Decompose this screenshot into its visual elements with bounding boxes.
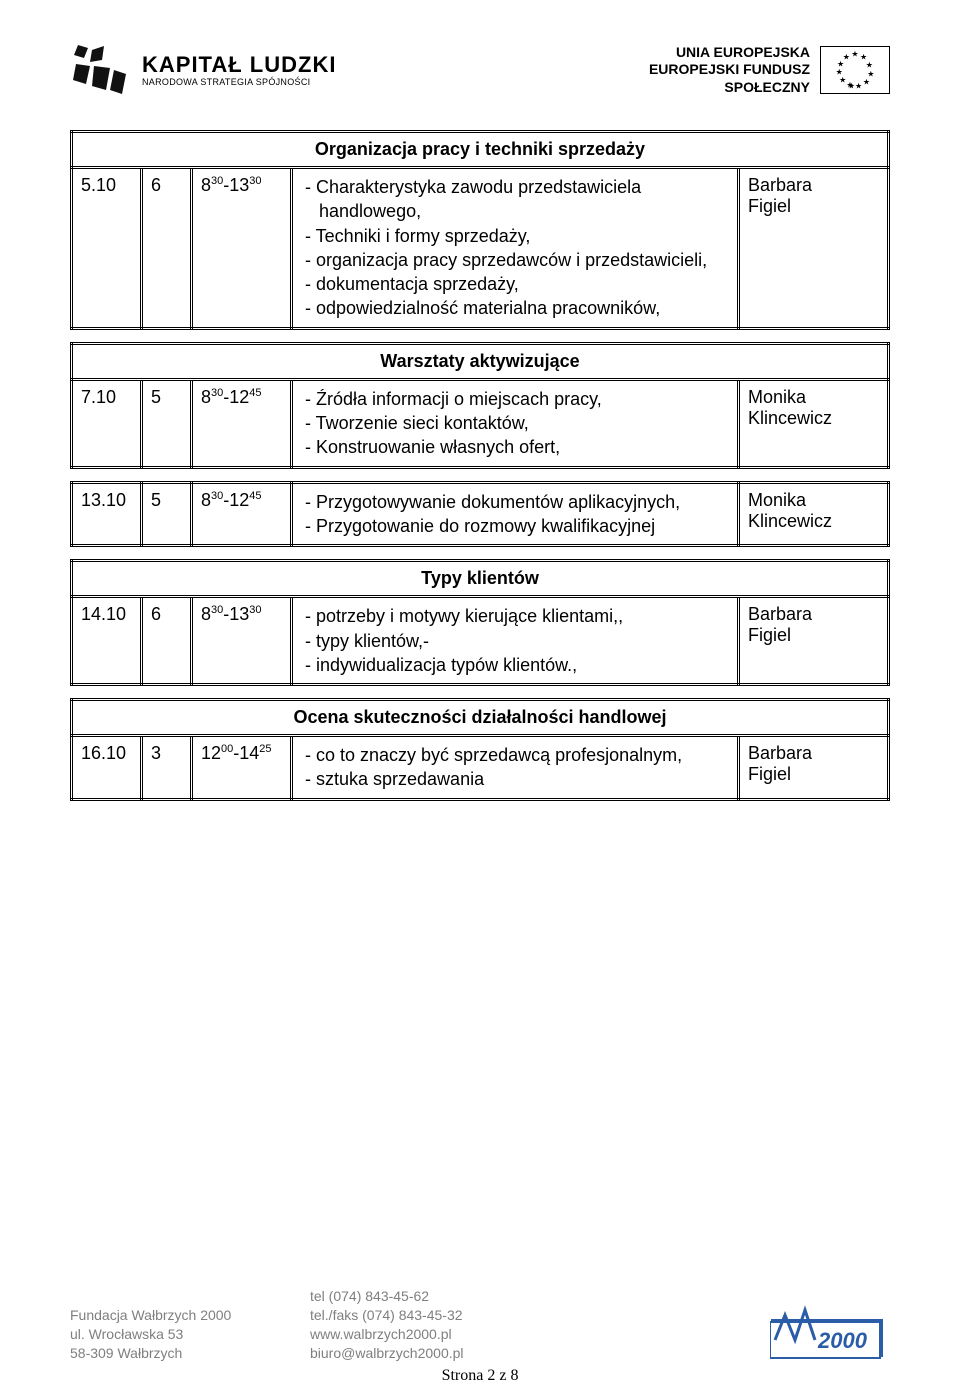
- footer-email: biuro@walbrzych2000.pl: [310, 1344, 570, 1363]
- kapital-ludzki-text: KAPITAŁ LUDZKI NARODOWA STRATEGIA SPÓJNO…: [142, 54, 336, 87]
- cell-time: 830-1330: [192, 168, 292, 329]
- cell-date: 5.10: [72, 168, 142, 329]
- footer-address: Fundacja Wałbrzych 2000 ul. Wrocławska 5…: [70, 1306, 310, 1363]
- cell-topics: Charakterystyka zawodu przedstawiciela h…: [292, 168, 739, 329]
- document-header: KAPITAŁ LUDZKI NARODOWA STRATEGIA SPÓJNO…: [70, 40, 890, 100]
- table-row: 13.105830-1245 Przygotowywanie dokumentów…: [72, 482, 889, 546]
- cell-time: 830-1245: [192, 379, 292, 467]
- cell-topics: Przygotowywanie dokumentów aplikacyjnych…: [292, 482, 739, 546]
- footer-addr1: ul. Wrocławska 53: [70, 1325, 310, 1344]
- cell-date: 7.10: [72, 379, 142, 467]
- topic-item: potrzeby i motywy kierujące klientami,,: [305, 604, 729, 628]
- footer-addr2: 58-309 Wałbrzych: [70, 1344, 310, 1363]
- cell-topics: Źródła informacji o miejscach pracy,Twor…: [292, 379, 739, 467]
- schedule-table: Typy klientów14.106830-1330potrzeby i mo…: [70, 559, 890, 686]
- eu-line1: UNIA EUROPEJSKA: [649, 44, 810, 62]
- table-row: 16.1031200-1425 co to znaczy być sprzedaw…: [72, 736, 889, 800]
- eu-flag-icon: ★ ★ ★ ★ ★ ★ ★ ★ ★ ★ ★ ★: [820, 46, 890, 94]
- topic-item: indywidualizacja typów klientów.,: [305, 653, 729, 677]
- cell-hours: 3: [142, 736, 192, 800]
- cell-time: 1200-1425: [192, 736, 292, 800]
- header-right-eu: UNIA EUROPEJSKA EUROPEJSKI FUNDUSZ SPOŁE…: [649, 44, 890, 97]
- topic-item: co to znaczy być sprzedawcą profesjonaln…: [305, 743, 729, 767]
- schedule-table: Ocena skuteczności działalności handlowe…: [70, 698, 890, 801]
- footer-fax: tel./faks (074) 843-45-32: [310, 1306, 570, 1325]
- topic-item: dokumentacja sprzedaży,: [305, 272, 729, 296]
- cell-time: 830-1245: [192, 482, 292, 546]
- cell-hours: 5: [142, 379, 192, 467]
- cell-topics: potrzeby i motywy kierujące klientami,,t…: [292, 597, 739, 685]
- cell-person: MonikaKlincewicz: [739, 482, 889, 546]
- table-row: 7.105830-1245Źródła informacji o miejsca…: [72, 379, 889, 467]
- document-footer: Fundacja Wałbrzych 2000 ul. Wrocławska 5…: [70, 1287, 890, 1363]
- section-header: Ocena skuteczności działalności handlowe…: [72, 700, 889, 736]
- topic-item: odpowiedzialność materialna pracowników,: [305, 296, 729, 320]
- topic-item: Techniki i formy sprzedaży,: [305, 224, 729, 248]
- footer-contact: tel (074) 843-45-62 tel./faks (074) 843-…: [310, 1287, 570, 1363]
- footer-tel: tel (074) 843-45-62: [310, 1287, 570, 1306]
- cell-hours: 5: [142, 482, 192, 546]
- cell-person: BarbaraFigiel: [739, 597, 889, 685]
- header-left-logo: KAPITAŁ LUDZKI NARODOWA STRATEGIA SPÓJNO…: [70, 40, 336, 100]
- eu-text-block: UNIA EUROPEJSKA EUROPEJSKI FUNDUSZ SPOŁE…: [649, 44, 810, 97]
- table-row: 5.106830-1330 Charakterystyka zawodu prze…: [72, 168, 889, 329]
- kapital-ludzki-logo-icon: [70, 40, 130, 100]
- cell-date: 16.10: [72, 736, 142, 800]
- section-header: Warsztaty aktywizujące: [72, 343, 889, 379]
- topic-item: organizacja pracy sprzedawców i przedsta…: [305, 248, 729, 272]
- footer-web: www.walbrzych2000.pl: [310, 1325, 570, 1344]
- topic-item: Przygotowywanie dokumentów aplikacyjnych…: [305, 490, 729, 514]
- kl-title: KAPITAŁ LUDZKI: [142, 54, 336, 76]
- schedule-table: Warsztaty aktywizujące7.105830-1245Źródł…: [70, 342, 890, 469]
- topic-item: Tworzenie sieci kontaktów,: [305, 411, 729, 435]
- cell-person: BarbaraFigiel: [739, 168, 889, 329]
- footer-logo: 2000: [770, 1300, 890, 1363]
- eu-line2: EUROPEJSKI FUNDUSZ: [649, 61, 810, 79]
- topic-item: Przygotowanie do rozmowy kwalifikacyjnej: [305, 514, 729, 538]
- cell-hours: 6: [142, 168, 192, 329]
- section-header: Typy klientów: [72, 561, 889, 597]
- topic-item: sztuka sprzedawania: [305, 767, 729, 791]
- section-header: Organizacja pracy i techniki sprzedaży: [72, 132, 889, 168]
- cell-time: 830-1330: [192, 597, 292, 685]
- cell-date: 14.10: [72, 597, 142, 685]
- topic-item: Źródła informacji o miejscach pracy,: [305, 387, 729, 411]
- schedule-table: Organizacja pracy i techniki sprzedaży5.…: [70, 130, 890, 330]
- footer-org: Fundacja Wałbrzych 2000: [70, 1306, 310, 1325]
- kl-subtitle: NARODOWA STRATEGIA SPÓJNOŚCI: [142, 78, 336, 87]
- cell-hours: 6: [142, 597, 192, 685]
- cell-person: MonikaKlincewicz: [739, 379, 889, 467]
- topic-item: Konstruowanie własnych ofert,: [305, 435, 729, 459]
- page-number: Strona 2 z 8: [0, 1367, 960, 1385]
- cell-person: BarbaraFigiel: [739, 736, 889, 800]
- eu-line3: SPOŁECZNY: [649, 79, 810, 97]
- table-row: 14.106830-1330potrzeby i motywy kierując…: [72, 597, 889, 685]
- svg-text:2000: 2000: [817, 1328, 868, 1353]
- topic-item: Charakterystyka zawodu przedstawiciela h…: [305, 175, 729, 224]
- cell-topics: co to znaczy być sprzedawcą profesjonaln…: [292, 736, 739, 800]
- schedule-table: 13.105830-1245 Przygotowywanie dokumentów…: [70, 481, 890, 548]
- topic-item: typy klientów,-: [305, 629, 729, 653]
- cell-date: 13.10: [72, 482, 142, 546]
